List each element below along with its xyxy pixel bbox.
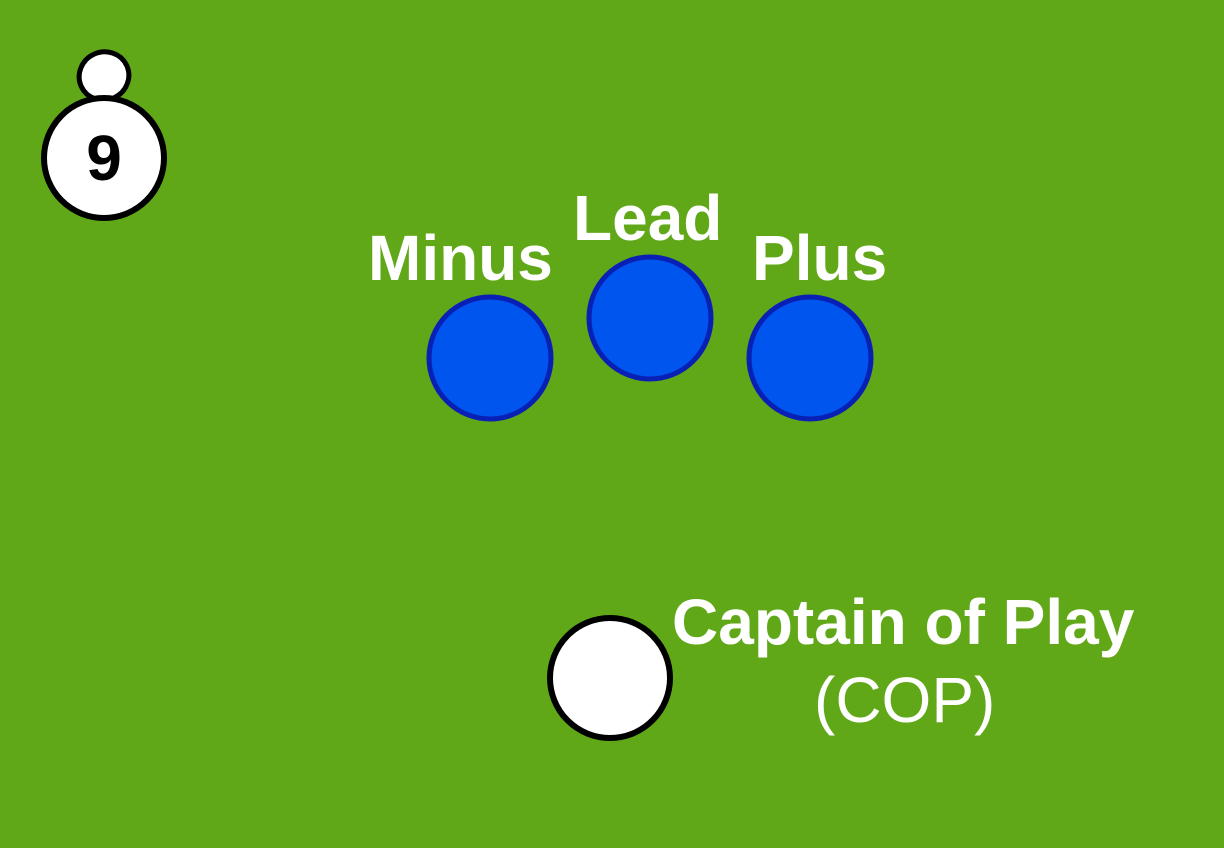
official-lead-label: Lead: [573, 182, 723, 254]
captain-of-play-abbreviation: (COP): [814, 664, 996, 736]
step-badge-circle: [41, 95, 167, 221]
captain-of-play-marker: [547, 615, 673, 741]
official-minus-label: Minus: [368, 222, 553, 294]
official-plus-marker: [746, 294, 874, 422]
official-plus-label: Plus: [752, 222, 888, 294]
official-minus-marker: [426, 294, 554, 422]
captain-of-play-label: Captain of Play: [672, 586, 1135, 658]
official-lead-marker: [586, 254, 714, 382]
step-number: 9: [86, 122, 122, 194]
